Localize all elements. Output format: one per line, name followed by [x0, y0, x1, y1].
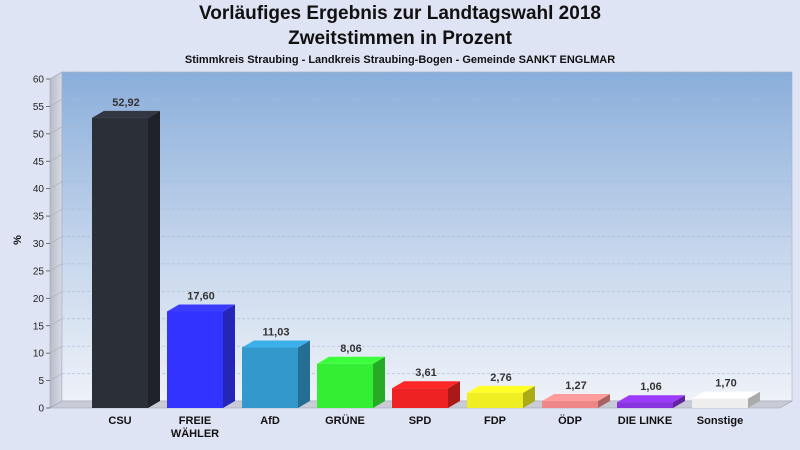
bar-top [692, 391, 760, 399]
y-tick-label: 30 [33, 239, 45, 250]
bar-side [673, 395, 685, 408]
y-tick-label: 40 [33, 184, 45, 195]
x-category-label: ÖDP [558, 414, 582, 427]
y-tick-label: 15 [33, 321, 45, 332]
y-tick-label: 5 [38, 376, 44, 387]
x-category-label: CSU [108, 415, 131, 427]
bar [92, 110, 160, 409]
x-category-label: FDP [484, 415, 506, 427]
bar-value-label: 11,03 [263, 327, 290, 339]
x-category-label: FREIE WÄHLER [171, 415, 219, 440]
gridline-wall [49, 126, 63, 135]
y-tick-label: 60 [33, 75, 45, 86]
y-tick-label: 50 [33, 129, 45, 140]
chart-subtitle: Zweitstimmen in Prozent [288, 28, 512, 49]
x-category-label: Sonstige [697, 415, 743, 427]
gridline-wall [49, 345, 63, 354]
bar-front [242, 347, 298, 408]
gridline-wall [49, 263, 63, 272]
bar-top [467, 385, 535, 393]
bar-value-label: 3,61 [415, 367, 436, 379]
y-tick-label: 0 [38, 404, 44, 415]
chart-title: Vorläufiges Ergebnis zur Landtagswahl 20… [199, 3, 601, 24]
gridline-wall [49, 208, 63, 217]
gridline-wall [49, 181, 63, 189]
bar-front [617, 402, 673, 408]
bar-value-label: 17,60 [187, 290, 215, 302]
gridline-wall [49, 236, 63, 244]
x-category-label: SPD [409, 415, 432, 427]
bar-value-label: 52,92 [112, 97, 140, 109]
bar-top [242, 340, 310, 348]
bar [542, 394, 610, 408]
bar [692, 391, 760, 408]
y-tick-label: 55 [33, 102, 45, 113]
bar-front [692, 398, 748, 408]
bar-value-label: 1,70 [715, 378, 736, 390]
bar-front [392, 388, 448, 408]
bar-value-label: 8,06 [340, 343, 361, 355]
bar-front [317, 363, 373, 408]
bar-side [448, 381, 460, 408]
x-category-label: DIE LINKE [618, 415, 672, 427]
bar [167, 304, 235, 408]
gridline-wall [49, 318, 63, 327]
y-tick-label: 10 [33, 349, 45, 360]
gridline-wall [49, 99, 63, 107]
bar-side [223, 304, 235, 408]
bar [242, 340, 310, 408]
bar-front [542, 401, 598, 408]
bar [392, 381, 460, 408]
bar [617, 395, 685, 408]
bar-front [467, 392, 523, 408]
bar-side [523, 385, 535, 408]
bar [317, 356, 385, 408]
bar-side [148, 110, 160, 409]
gridline-wall [49, 71, 63, 80]
x-category-label: AfD [260, 415, 280, 427]
bar-top [167, 304, 235, 312]
gridline-wall [49, 291, 63, 299]
y-tick-label: 25 [33, 266, 45, 277]
y-tick-label: 45 [33, 157, 45, 168]
y-axis-label: % [12, 235, 24, 245]
bar-value-label: 1,27 [565, 380, 586, 392]
bar-top [542, 394, 610, 402]
gridline-wall [49, 153, 63, 162]
y-tick-label: 20 [33, 294, 45, 305]
bar-value-label: 1,06 [640, 381, 661, 393]
bar-front [167, 311, 223, 408]
y-tick-label: 35 [33, 212, 45, 223]
bar-top [617, 395, 685, 403]
x-category-label: GRÜNE [325, 414, 365, 427]
bar-top [317, 356, 385, 364]
bar-side [748, 391, 760, 408]
bar-top [392, 381, 460, 389]
bar-front [92, 117, 148, 409]
bar [467, 385, 535, 408]
gridline-wall [49, 373, 63, 381]
bar-side [373, 356, 385, 408]
bar-side [598, 394, 610, 408]
bar-top [92, 110, 160, 118]
bar-value-label: 2,76 [490, 372, 511, 384]
bar-side [298, 340, 310, 408]
chart-caption: Stimmkreis Straubing - Landkreis Straubi… [184, 54, 616, 66]
